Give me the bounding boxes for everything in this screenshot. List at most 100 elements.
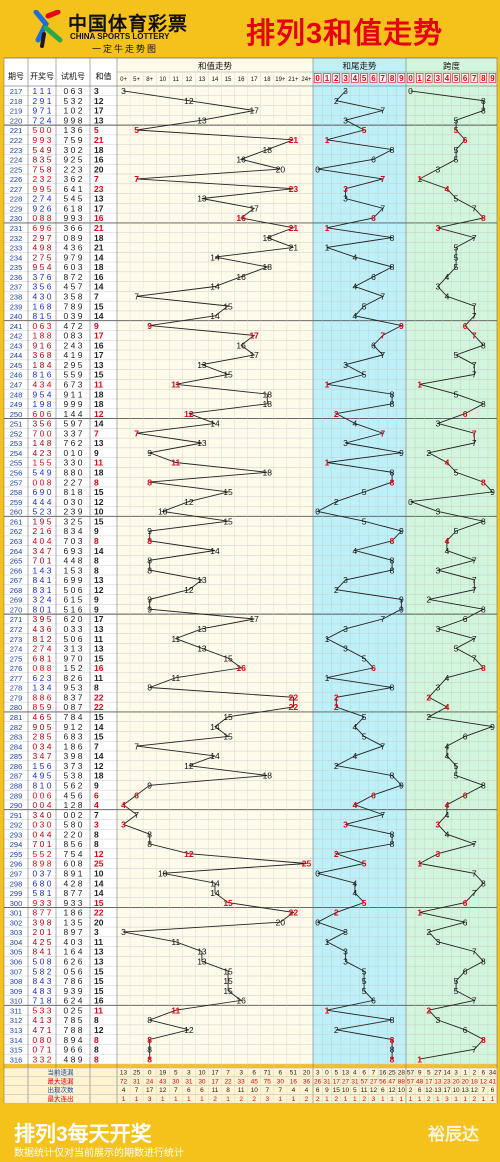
tail-scale-label: 5 [362,74,367,83]
span-mark: 6 [463,790,468,800]
period-cell: 275 [10,654,23,663]
span-scale-label: 7 [472,74,477,83]
tail-scale-label: 9 [399,74,404,83]
sum-scale-label: 24+ [301,77,312,83]
tail-mark: 7 [380,741,385,751]
span-mark: 3 [435,223,440,233]
draw-cell: 5 3 3 [33,1005,52,1015]
trial-cell: 5 0 6 [64,634,83,644]
span-mark: 4 [445,741,450,751]
trial-cell: 2 2 7 [64,477,83,487]
stats-tail-value: 1 [400,1096,404,1103]
draw-cell: 4 1 3 [33,1015,52,1025]
stats-sum-value: 30 [172,1078,180,1085]
span-mark: 9 [490,722,495,732]
span-mark: 3 [435,849,440,859]
period-cell: 274 [10,645,23,654]
trial-cell: 9 6 6 [64,1045,83,1055]
stats-sum-value: 1 [279,1096,283,1103]
period-cell: 235 [10,263,23,272]
span-mark: 8 [481,399,486,409]
draw-cell: 8 5 9 [33,702,52,712]
period-cell: 246 [10,371,23,380]
period-cell: 300 [10,899,23,908]
span-digit-box [488,73,497,83]
trial-cell: 3 3 0 [64,458,83,468]
trial-cell: 9 2 5 [64,155,83,165]
sum-mark: 17 [249,106,259,116]
sum-mark: 3 [121,820,126,830]
sum-cell: 13 [94,194,104,204]
sum-mark: 8 [147,1015,152,1025]
trial-cell: 5 3 8 [64,771,83,781]
draw-cell: 4 2 3 [33,448,52,458]
period-cell: 261 [10,517,23,526]
sum-mark: 4 [121,800,126,810]
stats-sum-value: 45 [251,1078,259,1085]
period-cell: 263 [10,537,23,546]
sum-mark: 12 [184,96,194,106]
trial-cell: 1 5 2 [64,663,83,673]
sum-scale-label: 15 [225,77,232,83]
period-cell: 242 [10,332,23,341]
sum-mark: 13 [197,438,207,448]
trial-cell: 6 1 5 [64,595,83,605]
draw-cell: 4 6 5 [33,712,52,722]
stats-tail-value: 26 [314,1078,322,1085]
period-cell: 303 [10,928,23,937]
trial-cell: 2 4 3 [64,340,83,350]
trial-cell: 4 5 7 [64,282,83,292]
sum-mark: 11 [171,937,180,947]
tail-mark: 2 [334,1025,339,1035]
sum-cell: 14 [94,419,104,429]
trial-cell: 5 3 2 [64,96,83,106]
tail-digit-box [360,73,368,83]
stats-span-value: 6 [418,1087,422,1094]
span-mark: 3 [435,683,440,693]
sum-cell: 11 [94,673,103,683]
draw-cell: 5 4 9 [33,145,52,155]
sum-cell: 11 [94,634,103,644]
sum-cell: 13 [94,624,104,634]
trial-cell: 1 2 8 [64,800,83,810]
period-cell: 222 [10,136,23,145]
sum-mark: 21 [289,135,299,145]
period-cell: 308 [10,977,23,986]
tail-mark: 8 [390,565,395,575]
draw-cell: 5 2 3 [33,507,52,517]
period-cell: 273 [10,635,23,644]
stats-sum-value: 7 [279,1087,283,1094]
period-cell: 244 [10,351,23,360]
tail-mark: 5 [362,712,367,722]
tail-mark: 3 [343,957,348,967]
stats-sum-value: 0 [148,1070,152,1077]
tail-mark: 8 [390,839,395,849]
span-mark: 4 [445,184,450,194]
draw-cell: 8 1 2 [33,634,52,644]
tail-scale-label: 8 [390,74,395,83]
stats-tail-value: 3 [372,1096,376,1103]
draw-cell: 4 3 4 [33,379,52,389]
stats-span-value: 10 [452,1087,460,1094]
trial-cell: 3 5 8 [64,291,83,301]
stats-sum-value: 20 [303,1070,311,1077]
stats-tail-value: 27 [370,1078,378,1085]
sum-cell: 17 [94,106,104,116]
stats-span-value: 18 [471,1078,479,1085]
tail-mark: 4 [352,751,357,761]
sum-cell: 15 [94,712,104,722]
tail-mark: 7 [380,350,385,360]
trial-cell: 7 6 2 [64,438,83,448]
sum-mark: 18 [263,262,273,272]
tail-mark: 0 [315,507,320,517]
sum-mark: 13 [197,644,207,654]
sum-cell: 11 [94,458,103,468]
stats-sum-value: 71 [264,1070,272,1077]
period-cell: 223 [10,146,23,155]
tail-mark: 4 [352,546,357,556]
stats-sum-value: 13 [120,1070,128,1077]
draw-cell: 1 9 8 [33,399,52,409]
tail-mark: 3 [343,947,348,957]
sum-cell: 14 [94,722,104,732]
tail-mark: 8 [390,1054,395,1064]
